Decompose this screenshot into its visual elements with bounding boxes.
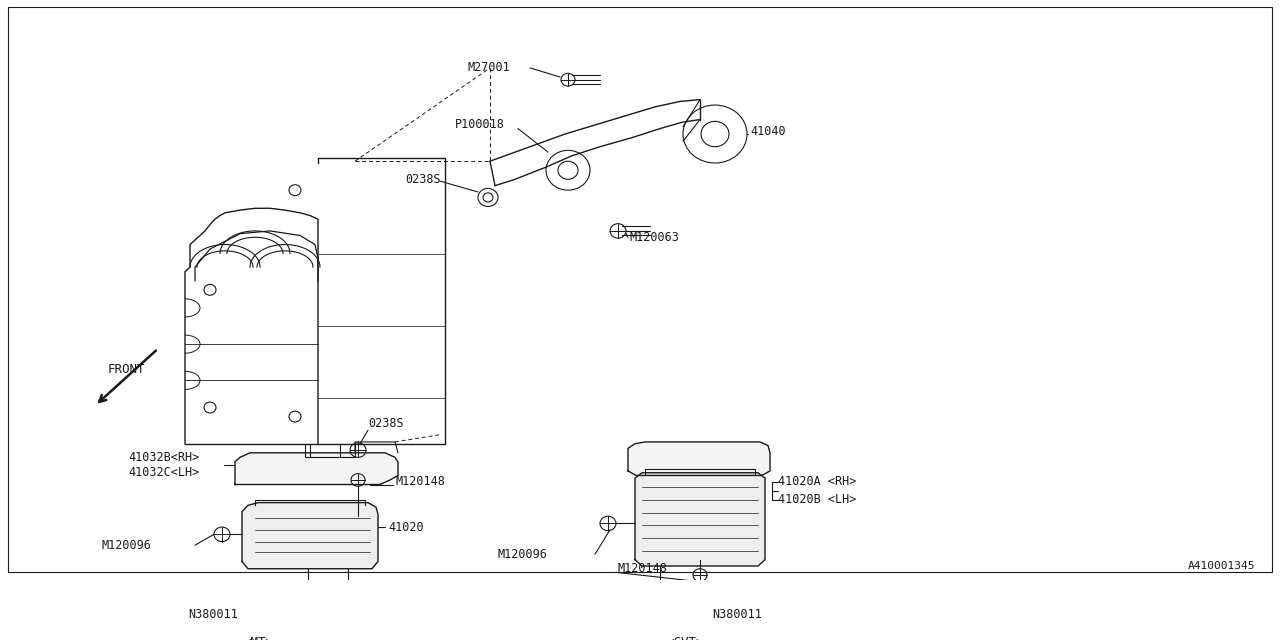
Circle shape [289,411,301,422]
Circle shape [351,474,365,486]
Text: 0238S: 0238S [404,173,440,186]
Text: 41032C<LH>: 41032C<LH> [128,466,200,479]
Circle shape [561,74,575,86]
Text: 41020B <LH>: 41020B <LH> [778,493,856,506]
Circle shape [611,224,626,238]
Circle shape [483,193,493,202]
Text: 41040: 41040 [750,125,786,138]
Circle shape [300,583,316,598]
Text: 41020A <RH>: 41020A <RH> [778,476,856,488]
Text: M120148: M120148 [618,562,668,575]
Circle shape [684,105,748,163]
Text: <MT>: <MT> [243,637,273,640]
Text: M120096: M120096 [102,539,152,552]
Text: M120096: M120096 [498,548,548,561]
Polygon shape [628,442,771,476]
Text: FRONT: FRONT [108,363,146,376]
Circle shape [692,589,707,602]
Text: N380011: N380011 [712,607,762,621]
Circle shape [692,569,707,581]
Circle shape [600,516,616,531]
Text: P100018: P100018 [454,118,504,131]
Circle shape [340,584,355,597]
Circle shape [558,161,579,179]
Circle shape [204,402,216,413]
Text: M27001: M27001 [468,61,511,74]
Circle shape [477,188,498,207]
Text: A410001345: A410001345 [1188,561,1254,571]
Text: 41020: 41020 [388,520,424,534]
Circle shape [547,150,590,190]
Text: 0238S: 0238S [369,417,403,430]
Polygon shape [635,473,765,566]
Polygon shape [242,502,378,569]
Circle shape [701,122,730,147]
Circle shape [289,185,301,196]
Text: M120148: M120148 [396,476,445,488]
Circle shape [204,284,216,295]
Text: N380011: N380011 [188,607,238,621]
Circle shape [214,527,230,541]
Text: <CVT>: <CVT> [667,637,704,640]
Polygon shape [236,453,398,484]
Text: M120063: M120063 [630,231,680,244]
Circle shape [349,443,366,458]
Text: 41032B<RH>: 41032B<RH> [128,451,200,464]
Circle shape [652,589,668,603]
